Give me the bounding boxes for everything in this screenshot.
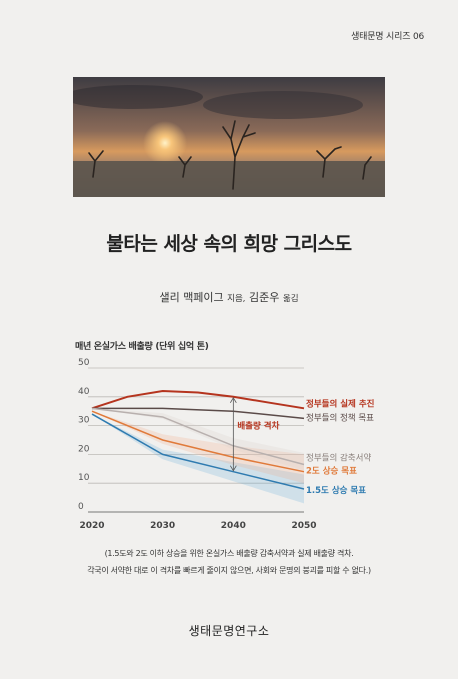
- x-tick-label: 2030: [150, 521, 175, 531]
- caption-line-2: 각국이 서약한 대로 이 격차를 빠르게 줄이지 않으면, 사회와 문명의 붕괴…: [87, 566, 371, 575]
- gap-arrow-head-top: [229, 397, 237, 404]
- gap-arrow-head-bottom: [229, 465, 237, 472]
- figure-caption: (1.5도와 2도 이하 상승을 위한 온실가스 배출량 감축서약과 실제 배출…: [0, 545, 458, 579]
- y-tick-label: 0: [78, 502, 84, 512]
- translator-role: 옮김: [282, 294, 299, 304]
- series-label: 1.5도 상승 목표: [306, 485, 366, 496]
- series-line-1: [92, 407, 305, 420]
- band-2: [92, 411, 304, 484]
- publisher-name: 생태문명연구소: [188, 624, 270, 638]
- series-line-3: [91, 410, 305, 473]
- series-label: 정부들의 정책 목표: [306, 412, 374, 423]
- series-line-0: [91, 390, 305, 410]
- y-tick-label: 10: [78, 473, 90, 483]
- x-tick-label: 2020: [79, 521, 104, 531]
- cover-photo: [73, 77, 385, 197]
- series-label: 생태문명 시리즈 06: [351, 32, 424, 42]
- y-tick-label: 50: [78, 358, 90, 368]
- author-name: 샐리 맥페이그: [159, 291, 224, 304]
- band-1-5: [92, 414, 304, 504]
- caption-line-1: (1.5도와 2도 이하 상승을 위한 온실가스 배출량 감축서약과 실제 배출…: [104, 549, 354, 558]
- translator-name: 김준우: [249, 291, 280, 304]
- series-label: 정부들의 감축서약: [306, 452, 371, 463]
- x-tick-label: 2040: [221, 521, 246, 531]
- author-role: 지음,: [227, 294, 246, 304]
- x-tick-label: 2050: [291, 521, 316, 531]
- author-line: 샐리 맥페이그 지음, 김준우 옮김: [0, 289, 458, 305]
- series-label: 2도 상승 목표: [306, 466, 357, 477]
- y-tick-label: 20: [78, 444, 90, 454]
- y-tick-label: 40: [78, 387, 90, 397]
- chart-title: 매년 온실가스 배출량 (단위 십억 톤): [75, 342, 209, 352]
- y-tick-label: 30: [78, 416, 90, 426]
- series-line-2: [91, 407, 305, 466]
- series-line-4: [91, 413, 305, 490]
- book-title: 불타는 세상 속의 희망 그리스도: [106, 233, 352, 255]
- series-label: 정부들의 실제 추진: [306, 398, 375, 409]
- gap-label: 배출량 격차: [237, 420, 279, 431]
